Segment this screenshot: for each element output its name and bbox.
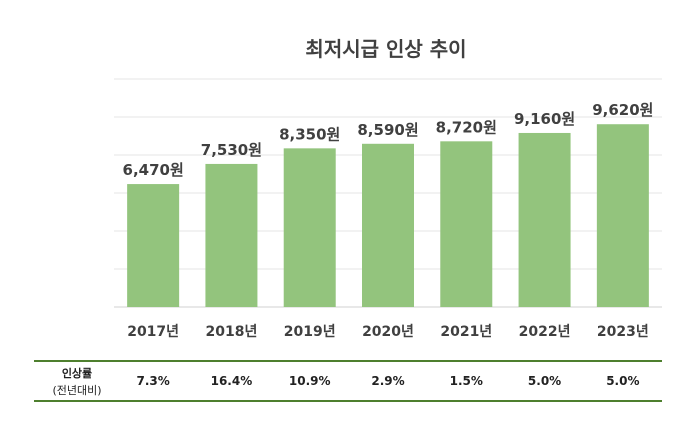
rate-value: 16.4% — [210, 374, 253, 388]
bar-2019년 — [283, 148, 336, 307]
x-tick-label: 2020년 — [362, 324, 414, 340]
rate-value: 5.0% — [527, 374, 562, 388]
bar-2022년 — [518, 132, 571, 307]
chart-title: 최저시급 인상 추이 — [305, 37, 466, 61]
bar-2020년 — [362, 143, 414, 307]
x-tick-label: 2018년 — [205, 324, 257, 340]
data-label: 9,620원 — [592, 101, 653, 119]
minimum-wage-chart: 최저시급 인상 추이 6,470원 7,530원 8,350원 8,590원 8,720… — [114, 37, 662, 340]
bar-2021년 — [440, 141, 493, 307]
data-labels: 6,470원 7,530원 8,350원 8,590원 8,720원 9,160원 9,62… — [123, 101, 654, 179]
bar-2017년 — [127, 184, 180, 307]
rate-header-sublabel: (전년대비) — [52, 384, 102, 397]
data-label: 8,350원 — [279, 125, 340, 143]
rate-value: 5.0% — [606, 374, 640, 388]
x-tick-label: 2022년 — [519, 324, 571, 340]
x-axis-tick-labels: 2017년 2018년 2019년 2020년 2021년 2022년 2023년 — [127, 324, 649, 340]
rate-value: 1.5% — [449, 374, 483, 388]
data-label: 7,530원 — [201, 141, 262, 159]
data-label: 8,720원 — [436, 118, 497, 136]
x-tick-label: 2017년 — [127, 324, 179, 340]
data-label: 6,470원 — [123, 161, 184, 179]
data-label: 8,590원 — [357, 121, 418, 139]
rate-table: 인상률 (전년대비) 7.3% 16.4% 10.9% 2.9% 1.5% 5.0% 5.0… — [34, 360, 662, 402]
rate-value: 7.3% — [136, 374, 170, 388]
rate-value: 2.9% — [371, 374, 405, 388]
rate-value: 10.9% — [288, 374, 331, 388]
bar-2018년 — [205, 163, 258, 307]
x-tick-label: 2021년 — [440, 324, 492, 340]
data-label: 9,160원 — [514, 110, 575, 128]
bar-2023년 — [596, 124, 649, 307]
rate-header-label: 인상률 — [61, 367, 93, 380]
x-tick-label: 2019년 — [284, 324, 336, 340]
x-tick-label: 2023년 — [597, 324, 649, 340]
bars — [127, 124, 649, 307]
rate-table-header: 인상률 (전년대비) — [34, 362, 120, 400]
